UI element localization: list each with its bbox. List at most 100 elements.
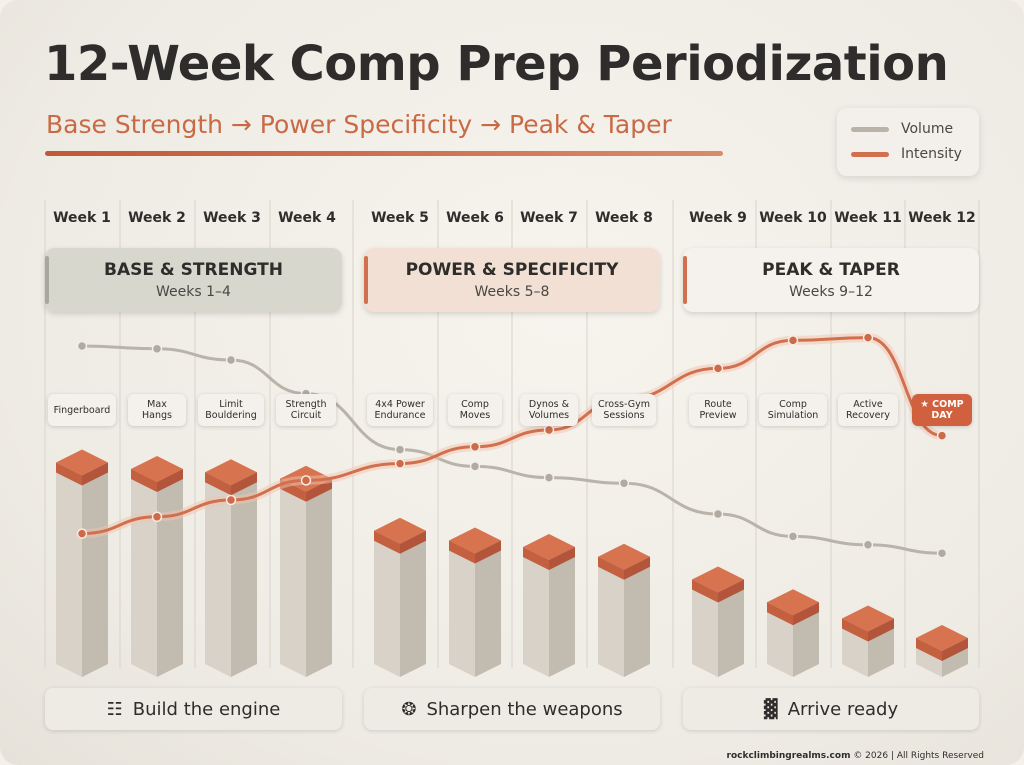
phase-card-peak: PEAK & TAPER Weeks 9–12 <box>683 248 979 312</box>
bar-face-right-7 <box>549 547 575 677</box>
bar-face-left-8 <box>598 556 624 677</box>
bar-cap-side-left-6 <box>449 540 475 564</box>
week-label-11: Week 11 <box>834 210 902 226</box>
bar-face-left-1 <box>56 462 82 677</box>
volume-point-9 <box>712 508 724 520</box>
bar-cap-side-right-7 <box>549 547 575 570</box>
legend-item-volume: Volume <box>851 121 953 137</box>
bar-cap-side-right-2 <box>157 469 183 492</box>
bar-face-left-4 <box>280 478 306 677</box>
bar-cap-side-left-3 <box>205 472 231 496</box>
session-chip-3: Limit Bouldering <box>198 394 264 426</box>
intensity-point-10 <box>787 335 799 346</box>
week-label-10: Week 10 <box>759 210 827 226</box>
intensity-point-5 <box>394 458 406 469</box>
session-line-7b: Volumes <box>528 410 570 421</box>
session-line-3b: Bouldering <box>205 410 257 421</box>
summary-card-base: ☷ Build the engine <box>45 688 342 730</box>
bar-face-left-3 <box>205 472 231 677</box>
volume-point-1 <box>76 340 88 352</box>
volume-point-8 <box>618 477 630 489</box>
bar-cap-side-left-8 <box>598 556 624 580</box>
session-line-9a: Route <box>704 399 732 410</box>
bar-8 <box>598 543 650 677</box>
legend-swatch-volume <box>851 126 889 132</box>
week-label-6: Week 6 <box>446 210 504 226</box>
bar-12 <box>916 625 968 677</box>
session-line-2a: Max <box>147 399 167 410</box>
bar-face-right-9 <box>718 579 744 677</box>
bar-cap-side-right-10 <box>793 602 819 626</box>
week-label-8: Week 8 <box>595 210 653 226</box>
bar-face-right-3 <box>231 472 257 677</box>
bar-6 <box>449 527 501 677</box>
bar-cap-side-left-7 <box>523 547 549 570</box>
session-line-7a: Dynos & <box>528 399 570 410</box>
legend-swatch-intensity <box>851 151 889 157</box>
session-chip-10: Comp Simulation <box>759 394 827 426</box>
bar-cap-side-left-9 <box>692 579 718 603</box>
bar-cap-side-right-4 <box>306 478 332 502</box>
week-label-7: Week 7 <box>520 210 578 226</box>
bar-1 <box>56 449 108 677</box>
session-line-10a: Comp <box>779 399 807 410</box>
session-line-12a: ★ COMP <box>920 399 964 410</box>
volume-point-6 <box>469 461 481 472</box>
session-chip-7: Dynos & Volumes <box>520 394 578 426</box>
volume-point-2 <box>151 343 163 355</box>
bar-cap-side-right-11 <box>868 618 894 642</box>
session-line-12b: DAY <box>931 410 953 421</box>
bar-cap-side-left-2 <box>131 469 157 492</box>
podium-icon: ▓ <box>763 698 778 720</box>
session-chip-8: Cross-Gym Sessions <box>592 394 656 426</box>
subtitle-underline <box>45 151 723 156</box>
intensity-point-9 <box>712 363 724 374</box>
volume-point-10 <box>787 531 799 542</box>
summary-card-power: ❂ Sharpen the weapons <box>364 688 660 730</box>
session-chip-11: Active Recovery <box>838 394 898 426</box>
intensity-point-3 <box>225 494 237 506</box>
bar-10 <box>767 589 819 677</box>
intensity-point-1 <box>76 528 88 539</box>
intensity-point-6 <box>469 441 481 453</box>
bar-cap-side-right-6 <box>475 540 501 564</box>
bar-11 <box>842 605 894 677</box>
session-line-8b: Sessions <box>603 410 645 421</box>
footer-site: rockclimbingrealms.com <box>726 751 851 761</box>
week-label-3: Week 3 <box>203 210 261 226</box>
volume-point-12 <box>936 547 948 559</box>
bar-cap-side-right-8 <box>624 556 650 580</box>
phase-weeks-peak: Weeks 9–12 <box>789 284 873 300</box>
session-line-8a: Cross-Gym <box>597 399 651 410</box>
bar-face-right-6 <box>475 540 501 677</box>
intensity-point-11 <box>862 332 874 343</box>
chart-legend: Volume Intensity <box>837 108 979 176</box>
legend-item-intensity: Intensity <box>851 146 962 162</box>
summary-label-base: Build the engine <box>132 698 281 720</box>
bar-face-right-5 <box>400 530 426 677</box>
bar-9 <box>692 566 744 677</box>
week-label-5: Week 5 <box>371 210 429 226</box>
bar-cap-side-left-1 <box>56 462 82 486</box>
session-chip-comp-day: ★ COMP DAY <box>912 394 972 426</box>
session-line-1a: Fingerboard <box>53 404 111 416</box>
session-line-2b: Hangs <box>142 410 172 421</box>
volume-point-5 <box>394 444 406 455</box>
session-line-5a: 4x4 Power <box>375 399 425 410</box>
session-line-6a: Comp <box>461 399 489 410</box>
phase-name-base: BASE & STRENGTH <box>104 260 283 280</box>
intensity-point-4 <box>300 475 312 486</box>
week-label-2: Week 2 <box>128 210 186 226</box>
phase-card-power: POWER & SPECIFICITY Weeks 5–8 <box>364 248 660 312</box>
bar-cap-side-left-10 <box>767 602 793 626</box>
bar-5 <box>374 517 426 677</box>
session-chip-5: 4x4 Power Endurance <box>367 394 433 426</box>
session-chip-9: Route Preview <box>689 394 747 426</box>
intensity-point-7 <box>543 424 555 436</box>
phase-accent-power <box>364 256 368 304</box>
session-line-5b: Endurance <box>374 410 426 421</box>
bar-2 <box>131 456 183 677</box>
page-subtitle: Base Strength → Power Specificity → Peak… <box>46 110 672 139</box>
page-title: 12-Week Comp Prep Periodization <box>44 36 949 92</box>
